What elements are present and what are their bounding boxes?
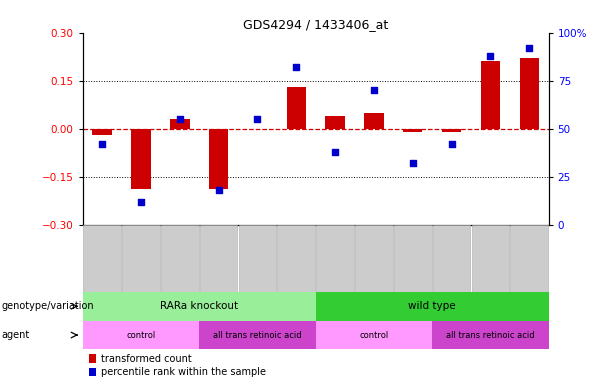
Text: agent: agent	[1, 330, 29, 340]
Title: GDS4294 / 1433406_at: GDS4294 / 1433406_at	[243, 18, 388, 31]
Bar	[83, 292, 316, 321]
Bar	[511, 225, 548, 292]
Bar	[83, 225, 121, 292]
Bar	[83, 321, 199, 349]
Bar	[394, 225, 432, 292]
Text: percentile rank within the sample: percentile rank within the sample	[101, 367, 266, 377]
Point	[369, 87, 379, 93]
Bar	[89, 354, 96, 363]
Bar	[278, 225, 315, 292]
Point	[291, 64, 301, 70]
Bar	[170, 119, 189, 129]
Bar	[161, 225, 199, 292]
Text: control: control	[359, 331, 389, 339]
Bar	[326, 116, 345, 129]
Bar	[131, 129, 151, 189]
Text: transformed count: transformed count	[101, 354, 192, 364]
Bar	[519, 58, 539, 129]
Text: all trans retinoic acid: all trans retinoic acid	[446, 331, 535, 339]
Bar	[433, 225, 470, 292]
Bar	[238, 225, 276, 292]
Bar	[442, 129, 462, 132]
Text: wild type: wild type	[408, 301, 456, 311]
Text: genotype/variation: genotype/variation	[1, 301, 94, 311]
Bar	[403, 129, 422, 132]
Bar	[432, 321, 549, 349]
Bar	[471, 225, 509, 292]
Bar	[89, 368, 96, 376]
Text: all trans retinoic acid: all trans retinoic acid	[213, 331, 302, 339]
Bar	[122, 225, 160, 292]
Point	[485, 53, 495, 59]
Point	[97, 141, 107, 147]
Bar	[200, 225, 237, 292]
Bar	[287, 87, 306, 129]
Text: RARa knockout: RARa knockout	[160, 301, 238, 311]
Point	[253, 116, 262, 122]
Text: control: control	[126, 331, 156, 339]
Bar	[209, 129, 228, 189]
Bar	[316, 225, 354, 292]
Bar	[481, 61, 500, 129]
Bar	[93, 129, 112, 135]
Bar	[316, 321, 432, 349]
Bar	[316, 292, 549, 321]
Point	[447, 141, 457, 147]
Bar	[355, 225, 393, 292]
Bar	[199, 321, 316, 349]
Point	[136, 199, 146, 205]
Point	[408, 160, 417, 166]
Point	[524, 45, 534, 51]
Point	[330, 149, 340, 155]
Point	[214, 187, 224, 193]
Bar	[364, 113, 384, 129]
Point	[175, 116, 185, 122]
